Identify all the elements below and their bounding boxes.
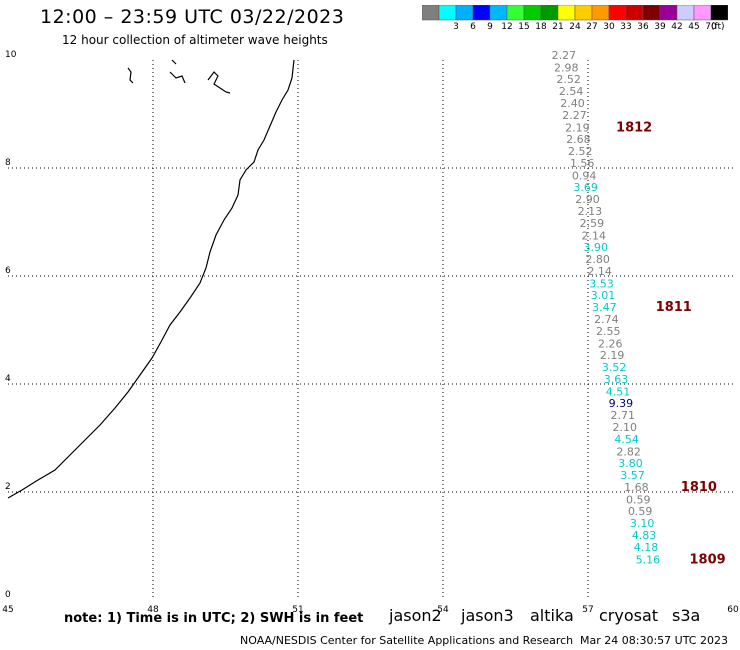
color-legend-bar — [422, 5, 728, 21]
legend-label: 18 — [535, 22, 547, 32]
wave-height-label: 2.54 — [559, 85, 584, 98]
wave-height-label: 9.39 — [609, 397, 634, 410]
credit-text: NOAA/NESDIS Center for Satellite Applica… — [240, 634, 574, 647]
wave-height-label: 1.56 — [570, 157, 595, 170]
observation-labels: 2.272.982.522.542.402.272.192.682.521.56… — [552, 49, 661, 566]
x-tick-label: 60 — [727, 605, 739, 615]
wave-height-label: 3.47 — [592, 301, 617, 314]
legend-label: 33 — [620, 22, 632, 32]
wave-height-label: 2.13 — [578, 205, 603, 218]
legend-label: 45 — [688, 22, 700, 32]
wave-height-label: 3.80 — [618, 457, 643, 470]
sat-s3a-label: s3a — [672, 606, 701, 625]
wave-height-label: 2.27 — [562, 109, 587, 122]
wave-height-label: 2.40 — [560, 97, 585, 110]
wave-height-label: 2.14 — [582, 229, 607, 242]
coastline — [7, 59, 295, 499]
wave-height-label: 2.52 — [556, 73, 581, 86]
wave-height-label: 2.59 — [580, 217, 605, 230]
y-tick-label: 2 — [5, 482, 11, 492]
wave-height-label: 2.19 — [565, 121, 590, 134]
time-marker-label: 1810 — [681, 480, 717, 495]
legend-label: 39 — [654, 22, 666, 32]
y-tick-label: 4 — [5, 374, 11, 384]
time-marker-label: 1809 — [690, 552, 726, 567]
wave-height-label: 3.57 — [620, 469, 645, 482]
wave-height-label: 0.59 — [628, 505, 653, 518]
wave-height-label: 2.10 — [612, 421, 637, 434]
note-text: note: 1) Time is in UTC; 2) SWH is in fe… — [64, 611, 364, 626]
wave-height-label: 4.54 — [614, 433, 639, 446]
page-subtitle: 12 hour collection of altimeter wave hei… — [62, 33, 328, 47]
x-tick-label: 51 — [292, 605, 303, 615]
legend-label: 36 — [637, 22, 649, 32]
legend-label: 24 — [569, 22, 581, 32]
island-1 — [127, 67, 134, 84]
wave-height-label: 3.10 — [630, 517, 655, 530]
y-tick-label: 0 — [5, 590, 11, 600]
wave-height-label: 2.74 — [594, 313, 619, 326]
y-tick-label: 10 — [5, 50, 17, 60]
wave-height-label: 0.94 — [572, 169, 597, 182]
axis-tick-labels: 45 48 51 54 57 60 0 2 4 6 8 10 — [2, 50, 739, 615]
wave-height-label: 2.52 — [568, 145, 593, 158]
legend-label: 3 — [453, 22, 459, 32]
island-marks — [127, 59, 231, 94]
legend-label: 15 — [518, 22, 530, 32]
wave-height-label: 2.80 — [585, 253, 610, 266]
time-marker-label: 1811 — [656, 300, 692, 315]
page-title: 12:00 – 23:59 UTC 03/22/2023 — [40, 6, 345, 28]
island-3 — [207, 71, 231, 94]
wave-height-label: 2.71 — [611, 409, 636, 422]
wave-height-label: 3.63 — [604, 373, 629, 386]
legend-label: 42 — [671, 22, 683, 32]
island-2 — [169, 59, 186, 84]
time-markers: 1812 1811 1810 1809 — [616, 120, 726, 567]
sat-jason3-label: jason3 — [461, 606, 514, 625]
wave-height-label: 4.83 — [632, 529, 657, 542]
sat-altika-label: altika — [530, 606, 574, 625]
legend-label: 12 — [501, 22, 513, 32]
legend-unit: (ft) — [711, 22, 725, 32]
wave-height-label: 2.14 — [587, 265, 612, 278]
x-tick-label: 54 — [437, 605, 449, 615]
wave-height-label: 2.82 — [616, 445, 641, 458]
x-tick-label: 57 — [582, 605, 593, 615]
sat-jason2-label: jason2 — [389, 606, 442, 625]
generated-timestamp: Mar 24 08:30:57 UTC 2023 — [580, 634, 728, 647]
wave-height-label: 2.27 — [552, 49, 577, 62]
wave-height-label: 2.68 — [566, 133, 591, 146]
x-tick-label: 45 — [2, 605, 13, 615]
legend-label: 9 — [487, 22, 493, 32]
wave-height-label: 3.69 — [573, 181, 598, 194]
legend-label: 70 — [705, 22, 717, 32]
wave-height-label: 3.01 — [591, 289, 616, 302]
wave-height-label: 3.52 — [602, 361, 627, 374]
wave-height-label: 2.98 — [554, 61, 579, 74]
legend-label: 21 — [552, 22, 564, 32]
legend-label: 6 — [470, 22, 476, 32]
sat-cryosat-label: cryosat — [599, 606, 659, 625]
wave-height-label: 0.59 — [626, 493, 651, 506]
legend-swatch — [710, 5, 728, 21]
x-tick-label: 48 — [147, 605, 159, 615]
wave-height-label: 3.90 — [583, 241, 608, 254]
time-marker-label: 1812 — [616, 120, 652, 135]
wave-height-label: 1.68 — [624, 481, 649, 494]
wave-height-label: 4.18 — [634, 541, 659, 554]
wave-height-label: 2.90 — [575, 193, 600, 206]
y-tick-label: 6 — [5, 266, 11, 276]
wave-height-label: 5.16 — [636, 553, 661, 566]
wave-height-label: 2.19 — [600, 349, 625, 362]
map-grid — [8, 60, 733, 600]
wave-height-label: 3.53 — [589, 277, 614, 290]
legend-label: 27 — [586, 22, 598, 32]
legend-label: 30 — [603, 22, 615, 32]
y-tick-label: 8 — [5, 158, 11, 168]
wave-height-label: 2.26 — [598, 337, 623, 350]
wave-height-label: 2.55 — [596, 325, 621, 338]
wave-height-label: 4.51 — [606, 385, 631, 398]
